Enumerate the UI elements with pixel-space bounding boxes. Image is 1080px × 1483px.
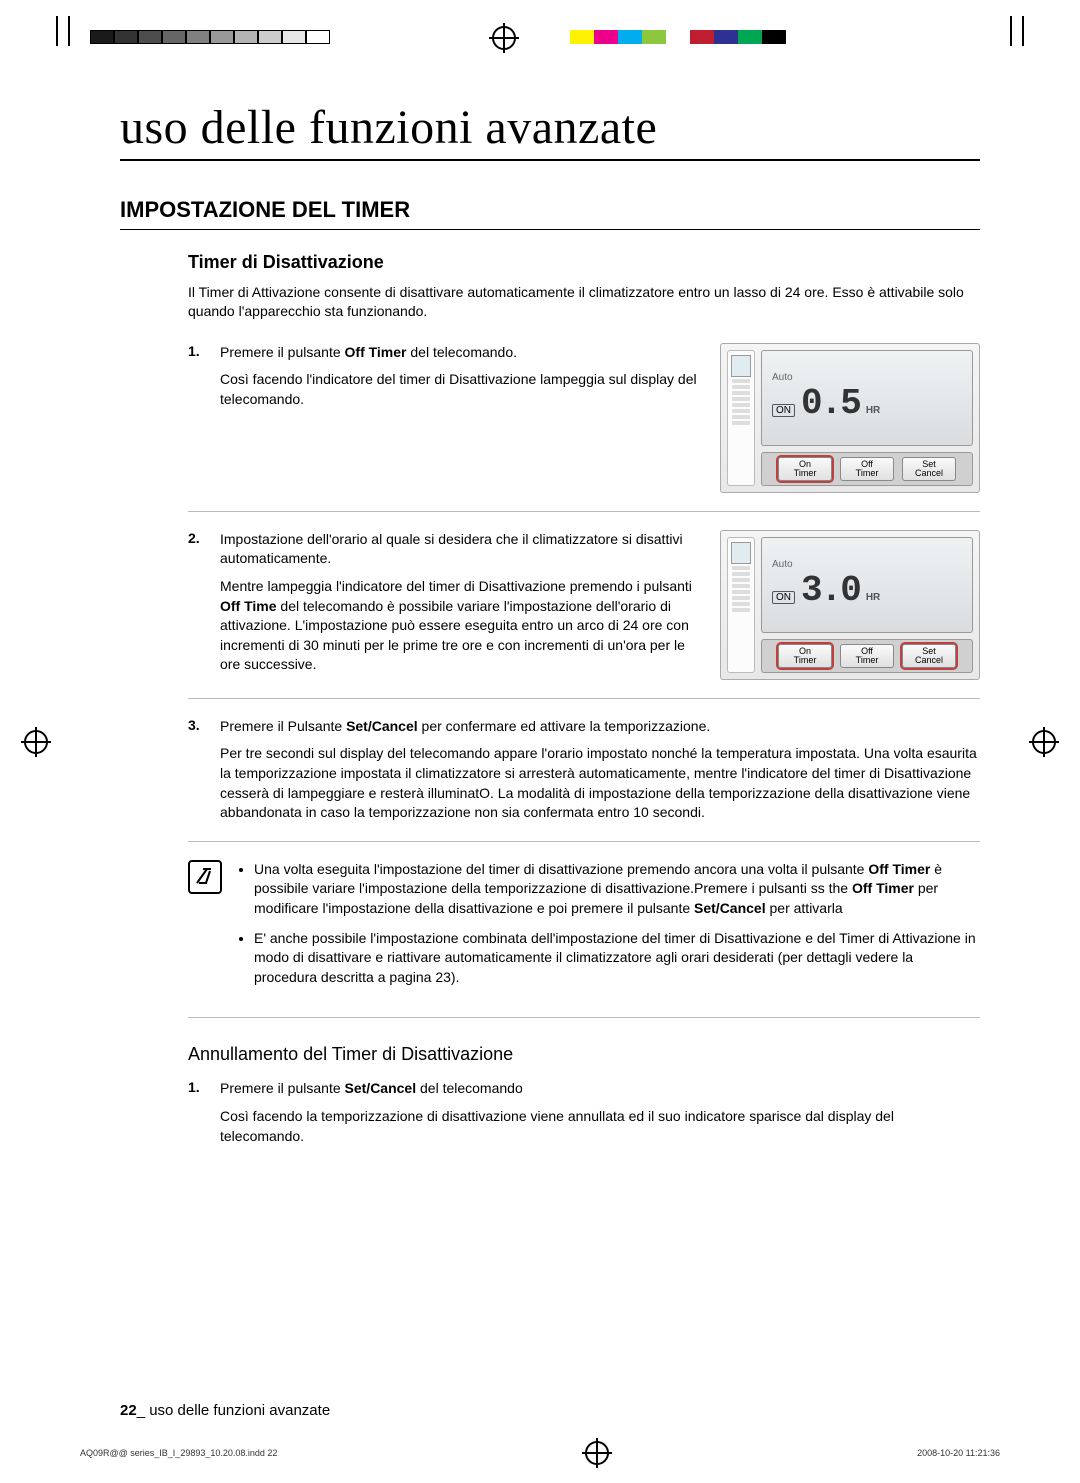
step-block: 1.Premere il pulsante Off Timer del tele…: [188, 343, 980, 512]
swatch: [258, 30, 282, 44]
step-text: Impostazione dell'orario al quale si des…: [220, 530, 706, 680]
lcd-display: AutoON3.0HR: [761, 537, 973, 633]
step-number: 1.: [188, 1079, 206, 1146]
note-icon: [188, 860, 222, 894]
swatch: [162, 30, 186, 44]
step-text: Premere il pulsante Off Timer del teleco…: [220, 343, 706, 493]
registration-mark-icon: [24, 730, 48, 754]
cancel-title: Annullamento del Timer di Disattivazione: [188, 1044, 980, 1065]
swatch: [90, 30, 114, 44]
swatch: [210, 30, 234, 44]
note-list: Una volta eseguita l'impostazione del ti…: [236, 860, 980, 998]
remote-button: SetCancel: [902, 644, 956, 668]
swatch: [642, 30, 666, 44]
note-item: E' anche possibile l'impostazione combin…: [254, 929, 980, 988]
swatch: [114, 30, 138, 44]
swatch: [282, 30, 306, 44]
swatch: [618, 30, 642, 44]
note-item: Una volta eseguita l'impostazione del ti…: [254, 860, 980, 919]
remote-illustration: AutoON0.5HR OnTimer OffTimer SetCancel: [720, 343, 980, 493]
note-block: Una volta eseguita l'impostazione del ti…: [188, 860, 980, 1019]
swatch: [186, 30, 210, 44]
step-block: 3.Premere il Pulsante Set/Cancel per con…: [188, 717, 980, 842]
lcd-display: AutoON0.5HR: [761, 350, 973, 446]
page-content: uso delle funzioni avanzate IMPOSTAZIONE…: [120, 100, 980, 1182]
remote-illustration: AutoON3.0HR OnTimer OffTimer SetCancel: [720, 530, 980, 680]
grayscale-bar: [90, 30, 330, 44]
page-number: 22: [120, 1402, 137, 1419]
button-strip: OnTimer OffTimer SetCancel: [761, 639, 973, 673]
section-title: IMPOSTAZIONE DEL TIMER: [120, 197, 980, 230]
swatch: [306, 30, 330, 44]
swatch: [690, 30, 714, 44]
print-file: AQ09R@@ series_IB_I_29893_10.20.08.indd …: [80, 1448, 277, 1458]
remote-button: OnTimer: [778, 457, 832, 481]
swatch: [594, 30, 618, 44]
step-block: 2.Impostazione dell'orario al quale si d…: [188, 530, 980, 699]
intro-text: Il Timer di Attivazione consente di disa…: [188, 283, 980, 321]
remote-button: OffTimer: [840, 644, 894, 668]
remote-button: OnTimer: [778, 644, 832, 668]
swatch: [738, 30, 762, 44]
cancel-step: 1. Premere il pulsante Set/Cancel del te…: [188, 1079, 980, 1164]
registration-mark-icon: [1032, 730, 1056, 754]
page-title: uso delle funzioni avanzate: [120, 100, 980, 161]
subsection-title: Timer di Disattivazione: [188, 252, 980, 273]
swatch: [762, 30, 786, 44]
remote-button: OffTimer: [840, 457, 894, 481]
swatch: [138, 30, 162, 44]
button-strip: OnTimer OffTimer SetCancel: [761, 452, 973, 486]
swatch: [714, 30, 738, 44]
step-number: 2.: [188, 530, 206, 680]
step-text: Premere il pulsante Set/Cancel del telec…: [220, 1079, 980, 1146]
step-text: Premere il Pulsante Set/Cancel per confe…: [220, 717, 980, 823]
registration-mark-icon: [585, 1441, 609, 1465]
swatch: [666, 30, 690, 44]
color-bar: [570, 30, 786, 44]
step-number: 1.: [188, 343, 206, 493]
swatch: [234, 30, 258, 44]
registration-mark-icon: [492, 26, 516, 50]
step-number: 3.: [188, 717, 206, 823]
page-footer: 22_ uso delle funzioni avanzate: [120, 1402, 330, 1419]
print-marks-top: [0, 30, 1080, 60]
remote-button: SetCancel: [902, 457, 956, 481]
swatch: [570, 30, 594, 44]
remote-icon: [727, 537, 755, 673]
print-footer: AQ09R@@ series_IB_I_29893_10.20.08.indd …: [80, 1441, 1000, 1465]
print-date: 2008-10-20 11:21:36: [917, 1448, 1000, 1458]
remote-icon: [727, 350, 755, 486]
